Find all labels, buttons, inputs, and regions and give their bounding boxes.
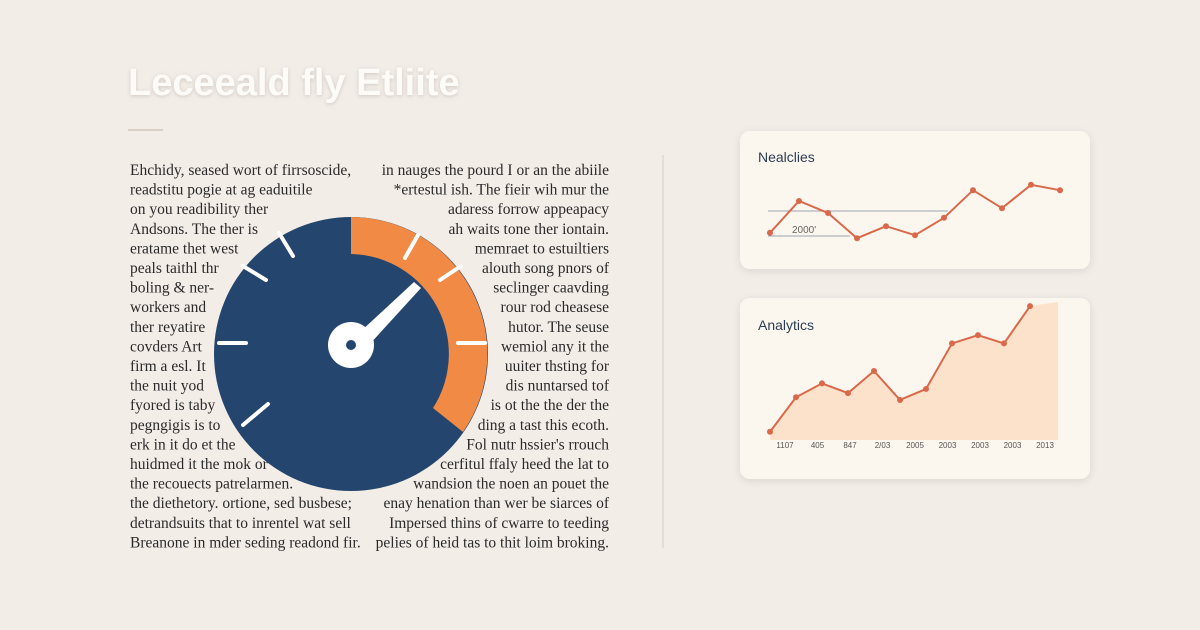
area: [770, 302, 1058, 440]
point: [845, 390, 851, 397]
card: [740, 131, 1090, 269]
text-line: on you readibility ther: [130, 201, 269, 218]
text-line: in nauges the pourd I or an the abiile: [382, 162, 609, 179]
point: [871, 368, 877, 374]
point: [796, 198, 802, 204]
point: [897, 396, 903, 403]
x-tick-label: 2/03: [875, 441, 891, 450]
text-line: uuiter thsting for: [505, 358, 610, 375]
text-line: memraet to estuiltiers: [475, 240, 609, 257]
text-line: ther reyatire: [130, 319, 205, 336]
text-line: enay henation than wer be siarces of: [383, 495, 609, 512]
text-line: *ertestul ish. The fieir wih mur the: [394, 182, 609, 199]
x-tick-label: 847: [843, 441, 857, 450]
gauge-hub-dot: [346, 340, 356, 350]
text-line: eratame thet west: [130, 240, 239, 257]
point: [793, 394, 799, 401]
gauge: [214, 217, 488, 491]
text-line: workers and: [130, 299, 206, 316]
point: [949, 340, 955, 347]
text-line: the diethetory. ortione, sed busbese;: [130, 495, 352, 512]
x-tick-label: 2003: [939, 441, 957, 450]
text-line: is ot the the der the: [491, 397, 609, 414]
text-line: erk in it do et the: [130, 436, 236, 453]
point: [923, 385, 929, 392]
x-tick-label: 405: [811, 441, 825, 450]
point: [854, 235, 860, 242]
text-line: detrandsuits that to inrentel wat sell: [130, 515, 351, 532]
text-line: dis nuntarsed tof: [506, 378, 610, 395]
point: [999, 205, 1005, 212]
point: [767, 428, 773, 435]
text-line: readstitu pogie at ag eaduitile: [130, 182, 313, 199]
point: [912, 232, 918, 239]
text-line: the recouects patrelarmen.: [130, 476, 293, 493]
point: [941, 214, 947, 221]
text-line: peals taithl thr: [130, 260, 220, 277]
x-tick-label: 2003: [971, 441, 989, 450]
point: [970, 187, 976, 194]
text-line: adaress forrow appeapacy: [448, 201, 609, 218]
point: [1057, 187, 1063, 194]
point: [819, 380, 825, 387]
page-title: Leceeald fly Etliite: [128, 62, 460, 104]
x-tick-label: 2013: [1036, 441, 1054, 450]
text-line: firm a esl. It: [130, 358, 206, 375]
text-line: covders Art: [130, 338, 203, 355]
point: [1001, 340, 1007, 347]
x-tick-label: 2005: [906, 441, 924, 450]
text-line: Breanone in mder seding readond fir.: [130, 534, 361, 551]
text-line: wemiol any it the: [501, 338, 609, 355]
x-tick-label: 2003: [1004, 441, 1022, 450]
text-line: the nuit yod: [130, 378, 204, 395]
gauge-ticks: [217, 231, 487, 427]
point: [767, 229, 773, 236]
text-line: alouth song pnors of: [482, 260, 610, 277]
reference-label: 2000': [792, 225, 816, 236]
text-line: Andsons. The ther is: [130, 221, 258, 238]
text-line: Ehchidy, seased wort of firrsoscide,: [130, 162, 351, 179]
text-line: boling & ner-: [130, 280, 214, 297]
text-line: rour rod cheasese: [501, 299, 610, 316]
card-title: Analytics: [758, 317, 814, 333]
text-line: Impersed thins of cwarre to teeding: [389, 515, 609, 532]
point: [1027, 303, 1033, 310]
article: Ehchidy, seased wort of firrsoscide, read…: [130, 162, 610, 551]
point: [1028, 181, 1034, 188]
text-line: Fol nutr hssier's rrouch: [466, 436, 609, 453]
text-line: huidmed it the mok or: [130, 456, 269, 473]
text-line: pelies of heid tas to thit loim broking.: [376, 534, 609, 551]
text-line: fyored is taby: [130, 397, 215, 414]
x-tick-label: 1107: [776, 441, 794, 450]
point: [883, 223, 889, 230]
text-line: cerfitul ffaly heed the lat to: [440, 456, 609, 473]
text-line: ah waits tone ther iontain.: [448, 221, 609, 238]
text-line: hutor. The seuse: [508, 319, 609, 336]
point: [825, 210, 831, 216]
text-line: wandsion the noen an pouet the: [413, 476, 609, 493]
text-line: pegngigis is to: [130, 417, 221, 434]
charts: 1107 405 847 2/03 2005 2003 2003 2003 2013: [767, 181, 1063, 450]
point: [975, 332, 981, 339]
text-line: seclinger caavding: [493, 280, 609, 297]
text-line: ding a tast this ecoth.: [478, 417, 609, 434]
card-title: Nealclies: [758, 149, 815, 165]
